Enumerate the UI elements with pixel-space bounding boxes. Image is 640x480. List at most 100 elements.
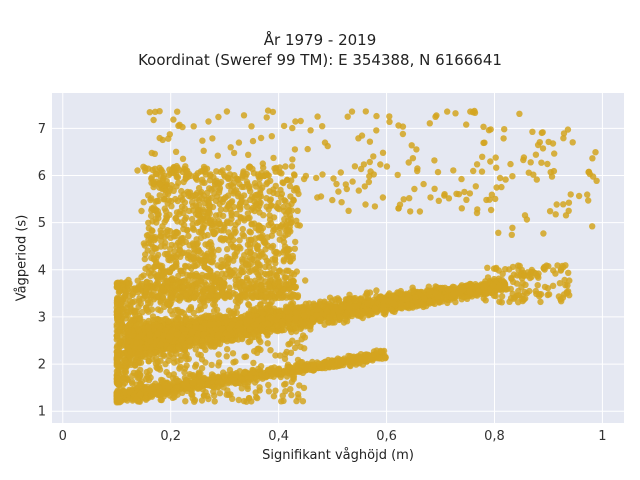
scatter-point [299,369,307,376]
scatter-point [332,305,339,313]
scatter-point [297,358,304,366]
scatter-point [250,306,257,313]
scatter-point [189,371,197,379]
scatter-point [364,300,371,307]
scatter-point [151,349,158,357]
scatter-point [142,395,149,402]
scatter-point [266,308,274,315]
scatter-point [282,351,289,358]
scatter-point [117,294,124,302]
scatter-point [137,380,144,387]
scatter-point [197,314,205,321]
scatter-point [290,373,298,380]
scatter-point [294,339,301,347]
scatter-point [299,321,307,329]
scatter-point [279,321,287,329]
scatter-point [444,286,452,293]
scatter-point [157,307,164,314]
scatter-point [186,337,193,345]
scatter-point [124,328,132,335]
scatter-point [265,388,273,395]
scatter-point [279,392,286,399]
scatter-point [153,321,160,329]
scatter-point [251,348,258,355]
scatter-point [147,338,154,345]
scatter-point [331,319,338,326]
scatter-point [426,288,434,295]
scatter-point [294,390,302,398]
scatter-point [468,282,475,290]
scatter-point [275,312,282,320]
scatter-point [373,287,380,294]
scatter-point [310,361,317,368]
scatter-point [182,379,189,386]
scatter-point [272,387,279,394]
scatter-point [267,314,274,322]
scatter-point [369,357,376,364]
scatter-point [229,350,237,357]
scatter-point [216,390,224,397]
scatter-point [293,309,300,317]
scatter-point [437,285,444,292]
scatter-point [315,360,322,367]
scatter-point [154,365,161,372]
scatter-point [144,373,151,381]
scatter-point [117,351,125,358]
scatter-point [154,330,161,338]
scatter-point [119,281,126,288]
scatter-point [179,389,186,396]
scatter-point [404,301,411,308]
scatter-point [202,346,209,354]
scatter-point [245,395,253,402]
scatter-point [378,348,385,355]
scatter-point [388,306,395,313]
scatter-point [302,277,309,284]
scatter-point [182,353,189,360]
scatter-point [153,383,160,390]
scatter-point [225,391,232,398]
scatter-point [183,362,190,369]
scatter-point [326,359,333,366]
scatter-point [230,359,237,366]
scatter-point [249,366,256,374]
scatter-point [166,345,174,352]
scatter-point [160,332,167,339]
scatter-point [334,358,342,365]
scatter-point [450,290,457,297]
scatter-point [264,320,271,327]
scatter-point [286,363,294,371]
scatter-point [227,309,235,316]
scatter-point [178,308,185,316]
scatter-point [300,312,308,319]
scatter-point [113,362,121,369]
scatter-point [380,303,387,310]
scatter-point [207,343,215,350]
scatter-point [192,346,199,353]
scatter-point [232,380,239,387]
scatter-point [191,396,199,404]
scatter-point [113,368,121,375]
scatter-point [257,338,264,346]
scatter-point [120,306,128,313]
scatter-point [146,331,153,338]
scatter-point [281,381,288,388]
scatter-point [157,340,165,348]
scatter-point [174,314,181,322]
scatter-point [421,295,428,302]
scatter-point [285,341,292,348]
scatter-point [162,315,169,323]
scatter-point [246,317,253,324]
scatter-point [224,346,231,353]
scatter-point [338,304,345,311]
scatter-point [150,391,157,398]
scatter-point [287,300,295,308]
scatter-point [259,375,266,382]
scatter-point [292,366,299,373]
scatter-point [307,366,314,373]
scatter-point [117,339,124,346]
scatter-point [145,323,152,330]
scatter-point [165,383,172,390]
scatter-point [123,338,130,345]
scatter-point [197,306,205,313]
scatter-point [267,347,274,354]
